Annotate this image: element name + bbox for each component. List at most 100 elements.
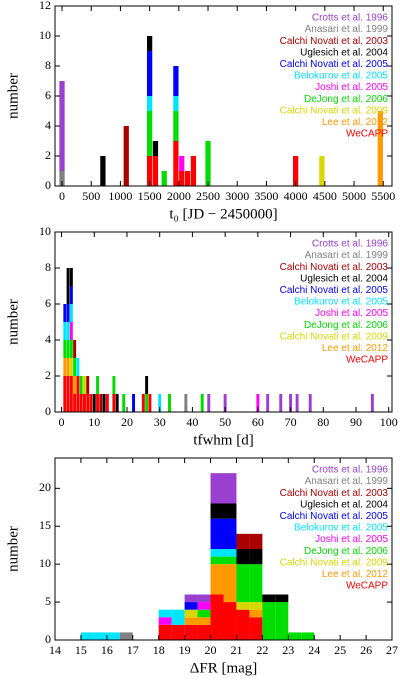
bar-segment	[223, 394, 227, 412]
bar-segment	[256, 394, 260, 412]
x-tick-label: 15	[75, 643, 87, 657]
bar-segment	[148, 394, 152, 412]
bar-segment	[249, 602, 263, 610]
bar-segment	[205, 141, 211, 186]
bar-segment	[76, 376, 80, 412]
bar-segment	[79, 376, 83, 394]
x-tick-label: 3500	[254, 189, 278, 203]
y-tick-label: 10	[39, 28, 51, 42]
legend-entry: DeJong et al. 2006	[304, 94, 388, 105]
bar-segment	[141, 394, 145, 412]
bar-segment	[210, 556, 224, 565]
bar-segment	[249, 549, 263, 565]
x-tick-label: 5000	[342, 189, 366, 203]
bar-segment	[69, 358, 73, 376]
bar-segment	[301, 632, 315, 640]
x-tick-label: 1500	[138, 189, 162, 203]
bar-segment	[73, 394, 77, 412]
x-tick-label: 1000	[108, 189, 132, 203]
x-axis-label: t₀ [JD − 2450000]	[169, 206, 277, 222]
bar-segment	[158, 624, 172, 640]
bar-segment	[123, 126, 129, 186]
bar-segment	[63, 304, 67, 322]
x-axis-label: ΔFR [mag]	[190, 660, 258, 676]
y-tick-label: 10	[39, 556, 51, 570]
bar-segment	[96, 376, 100, 394]
bar-segment	[236, 533, 250, 549]
bar-segment	[295, 394, 299, 412]
bar-segment	[99, 394, 103, 412]
bar-segment	[152, 141, 159, 156]
bar-segment	[119, 632, 133, 640]
bar-segment	[100, 156, 106, 186]
bar-segment	[184, 617, 198, 625]
bar-segment	[63, 340, 67, 358]
y-axis-label: number	[5, 73, 21, 119]
legend-entry: Calchi Novati et al. 2003	[280, 488, 389, 499]
bar-segment	[145, 376, 149, 394]
legend-entry: Uglesich et al. 2004	[300, 273, 388, 284]
bar-segment	[197, 594, 211, 603]
bar-segment	[132, 394, 135, 412]
legend-entry: Crotts et al. 1996	[312, 465, 389, 476]
x-tick-label: 40	[186, 415, 198, 429]
legend-entry: Anasari et al. 1999	[305, 24, 389, 35]
bar-segment	[236, 564, 250, 603]
legend-entry: Uglesich et al. 2004	[300, 47, 388, 58]
bar-segment	[184, 594, 198, 603]
legend-entry: Joshi et al. 2005	[315, 534, 388, 545]
legend-entry: Calchi Novati et al. 2003	[280, 262, 389, 273]
bar-segment	[197, 609, 211, 618]
bar-segment	[275, 602, 289, 640]
x-tick-label: 500	[82, 189, 100, 203]
bar-segment	[173, 96, 179, 111]
x-tick-label: 0	[59, 189, 65, 203]
bar-segment	[279, 394, 283, 412]
bar-segment	[158, 609, 172, 618]
bar-segment	[59, 171, 65, 186]
bar-segment	[210, 564, 224, 595]
bar-segment	[145, 394, 149, 412]
legend-entry: Lee et al. 2012	[322, 343, 389, 354]
bar-segment	[96, 394, 100, 412]
plot-frame	[54, 457, 393, 641]
x-tick-label: 30	[154, 415, 166, 429]
bar-segment	[66, 376, 70, 412]
y-tick-label: 2	[45, 148, 51, 162]
bar-segment	[223, 549, 237, 557]
bar-segment	[69, 286, 73, 304]
bar-segment	[200, 394, 204, 412]
y-tick-label: 8	[45, 260, 51, 274]
bar-segment	[223, 556, 237, 565]
bar-segment	[92, 394, 96, 412]
bar-segment	[161, 171, 167, 186]
y-tick-label: 0	[45, 632, 51, 646]
x-tick-label: 21	[230, 643, 242, 657]
x-tick-label: 70	[285, 415, 297, 429]
x-tick-label: 18	[153, 643, 165, 657]
x-tick-label: 24	[308, 643, 320, 657]
legend-entry: Belokurov et al. 2005	[294, 523, 388, 534]
bar-segment	[69, 322, 73, 340]
bar-segment	[76, 358, 80, 376]
x-tick-label: 23	[282, 643, 294, 657]
x-tick-label: 80	[317, 415, 329, 429]
bar-segment	[168, 394, 171, 412]
x-tick-label: 14	[49, 643, 61, 657]
y-tick-label: 5	[45, 594, 51, 608]
bar-segment	[308, 394, 312, 412]
bar-segment	[223, 518, 237, 549]
y-tick-label: 8	[45, 58, 51, 72]
legend-entry: Calchi Novati et al. 2009	[280, 105, 389, 116]
bar-segment	[210, 473, 224, 504]
bar-segment	[66, 268, 70, 304]
bar-segment	[146, 96, 153, 111]
bar-segment	[66, 322, 70, 340]
bar-segment	[236, 549, 250, 565]
legend-entry: Joshi et al. 2005	[315, 308, 388, 319]
bar-segment	[146, 111, 153, 156]
bar-segment	[69, 340, 73, 358]
bar-segment	[173, 141, 179, 186]
x-tick-label: 20	[121, 415, 133, 429]
bar-segment	[89, 394, 93, 412]
